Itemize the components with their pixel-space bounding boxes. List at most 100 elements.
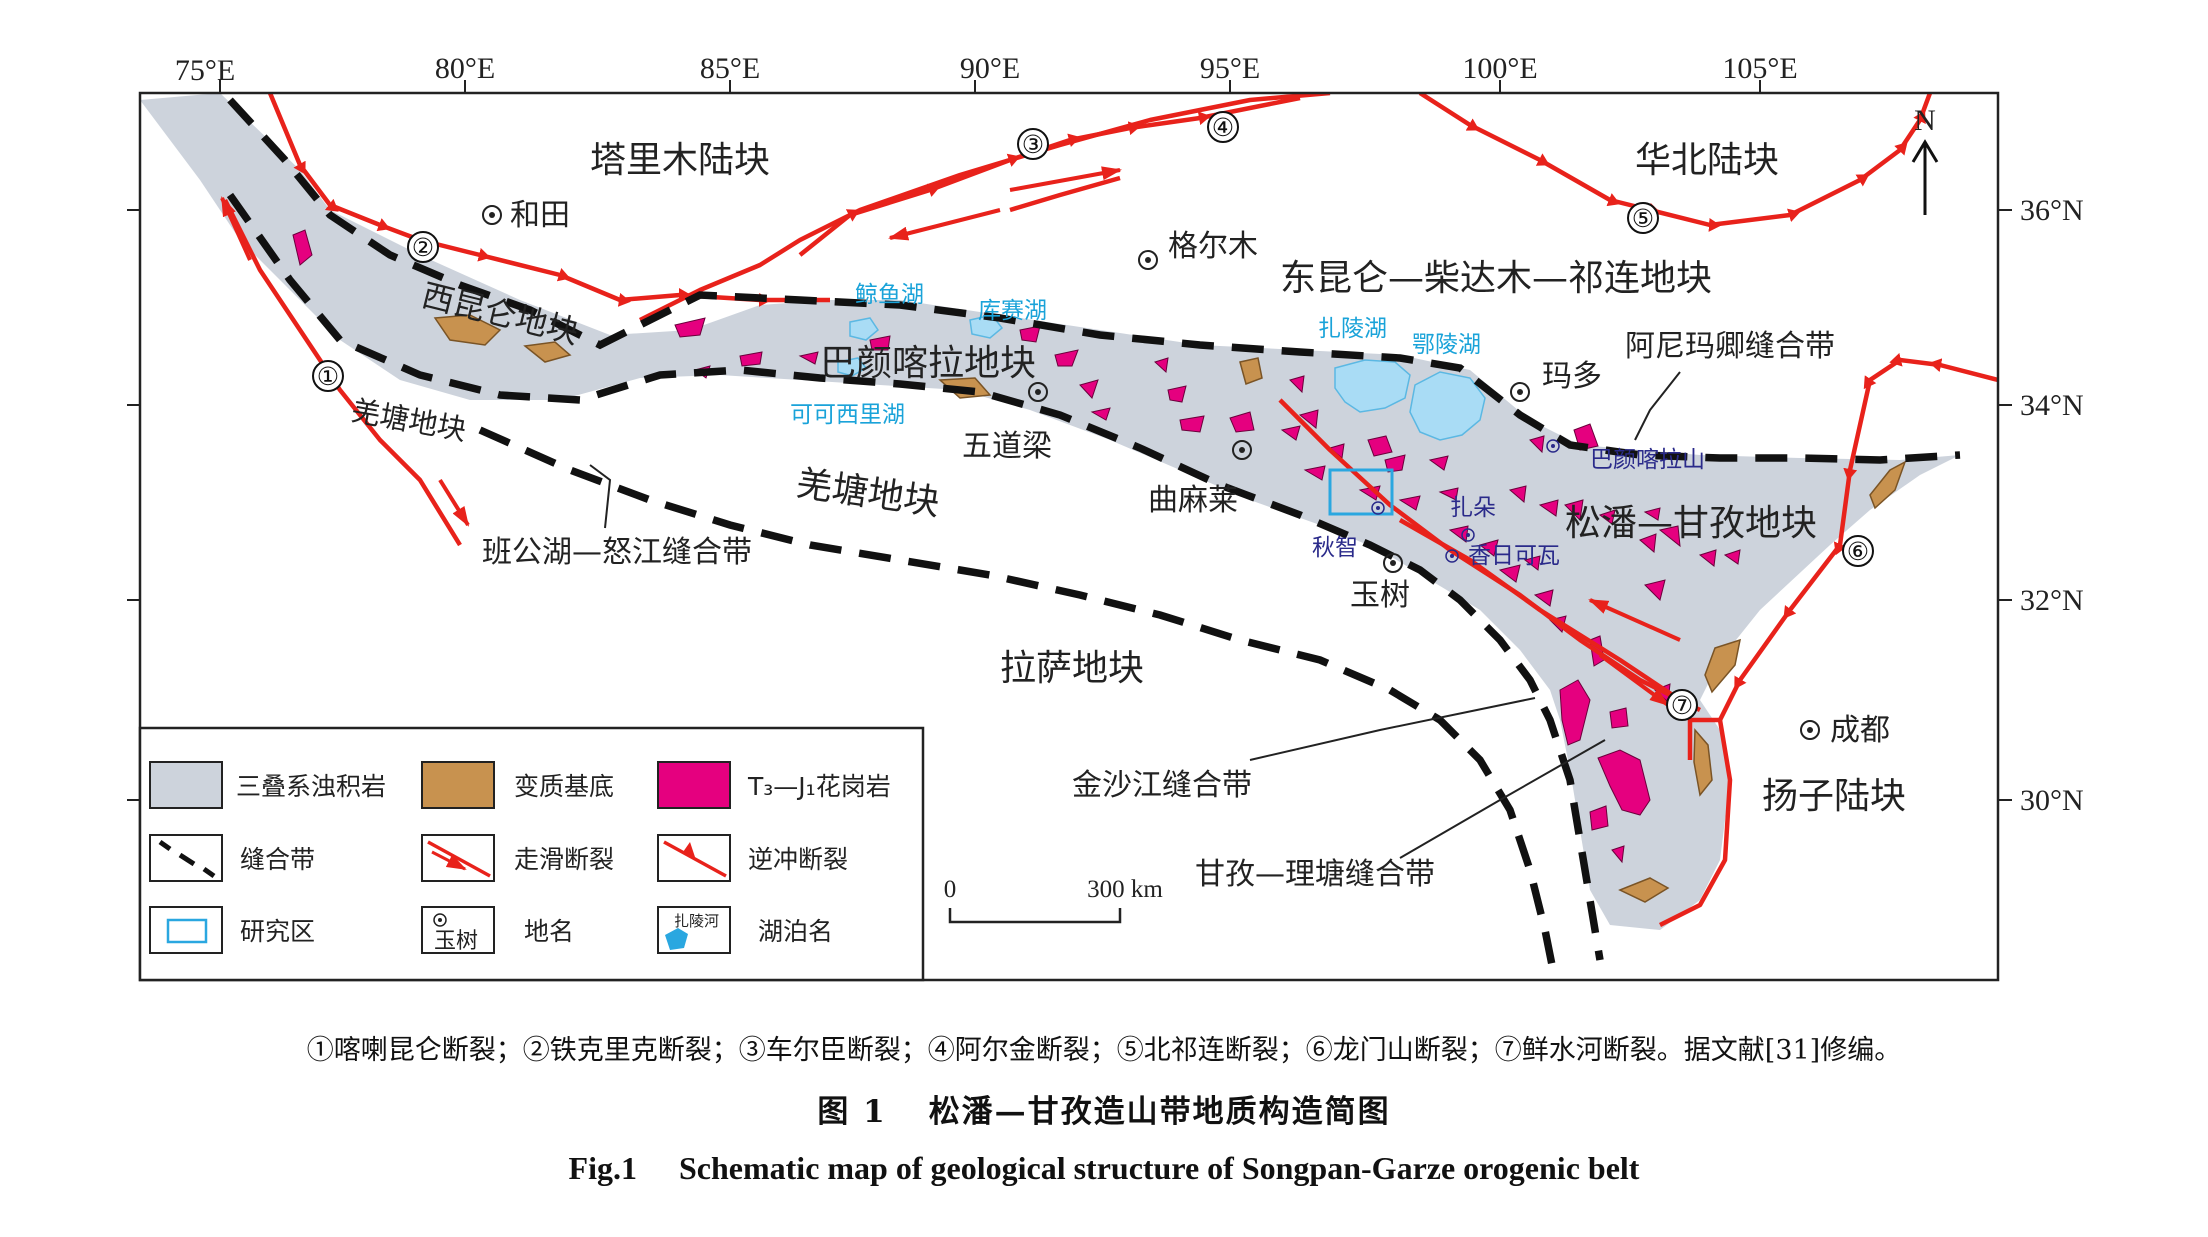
svg-text:⑤: ⑤ <box>1632 206 1654 233</box>
zhaduo-label: 扎朵 <box>1450 495 1496 521</box>
place-markers: 和田 格尔木 五道梁 曲麻莱 玛多 玉树 成都 <box>482 198 1890 748</box>
place-label: 成都 <box>1830 713 1890 748</box>
granite-patch <box>1298 409 1319 429</box>
bayankala-shan-label: 巴颜喀拉山 <box>1590 447 1705 473</box>
legend-label-suture: 缝合带 <box>240 845 315 874</box>
bangong-suture-label: 班公湖—怒江缝合带 <box>482 535 752 570</box>
granite-patch <box>1533 589 1554 607</box>
granite-patch <box>1698 549 1717 567</box>
study-site-markers <box>1371 439 1560 563</box>
legend-box <box>138 726 925 982</box>
suture-zones <box>226 97 1961 980</box>
qiangtang-block-label: 羌塘地块 <box>794 463 942 524</box>
place-hotan: 和田 <box>482 198 570 233</box>
granite-patch <box>1538 499 1559 517</box>
place-label: 曲麻莱 <box>1148 483 1238 518</box>
granite-patch <box>1367 435 1393 457</box>
qiangtang-west-label: 羌塘地块 <box>349 393 469 447</box>
cherchen-strike-slip <box>1009 175 1121 213</box>
fault-number-6: ⑥ <box>1842 535 1874 567</box>
latitude-label: 34°N <box>2020 389 2084 422</box>
arrow-karakorum-south <box>438 478 470 527</box>
place-label: 玉树 <box>1350 578 1410 613</box>
map-frame <box>138 91 2000 982</box>
granite-patch <box>1384 454 1406 473</box>
fault-number-5: ⑤ <box>1627 202 1659 234</box>
legend-label-study-area: 研究区 <box>240 917 315 946</box>
map-ticks <box>127 80 2012 801</box>
latitude-label: 36°N <box>2020 194 2084 227</box>
kekexili-lake-label: 可可西里湖 <box>790 402 905 428</box>
jinsha-suture <box>226 192 1604 961</box>
figure-title-en: Schematic map of geological structure of… <box>678 1150 1640 1186</box>
north-qilian-fault-line <box>1418 93 1933 232</box>
granite-patch <box>1498 564 1521 583</box>
longitude-label: 80°E <box>435 52 495 85</box>
lhasa-block-label: 拉萨地块 <box>1000 648 1144 689</box>
qiuzhi-label: 秋智 <box>1312 535 1358 561</box>
xianshuihe-parallel-line <box>1398 518 1682 702</box>
place-golmud: 格尔木 <box>1138 229 1258 270</box>
longitude-label: 100°E <box>1462 52 1537 85</box>
eling-lake-shape <box>1409 371 1486 441</box>
jinsha-suture-label: 金沙江缝合带 <box>1072 768 1252 803</box>
granite-patch <box>869 335 891 351</box>
longitude-label: 105°E <box>1722 52 1797 85</box>
figure-title-cn: 松潘—甘孜造山带地质构造简图 <box>928 1094 1391 1130</box>
legend-label-lake: 湖泊名 <box>758 917 833 946</box>
place-label: 和田 <box>510 198 570 233</box>
north-label: N <box>1914 104 1936 137</box>
legend-swatch-triassic <box>149 761 223 809</box>
granite-patch <box>1559 679 1591 746</box>
granite-patch <box>1609 707 1629 729</box>
kusai-lake-label: 库赛湖 <box>978 298 1047 324</box>
granite-patch <box>1644 579 1666 601</box>
place-wudaoliang: 五道梁 <box>962 382 1052 464</box>
legend-label-granite: T₃—J₁花岗岩 <box>747 772 891 801</box>
yangtze-block-label: 扬子陆块 <box>1762 776 1906 817</box>
kekexili-lake-shape <box>837 357 868 377</box>
granite-patch <box>1167 385 1187 403</box>
granite-patches <box>292 229 1741 864</box>
granite-patch <box>1564 499 1584 522</box>
longmenshan-fault-line <box>1717 352 1998 722</box>
north-arrow: N <box>1911 104 1939 215</box>
arrow-altyn-west <box>888 208 1001 241</box>
granite-patch <box>1529 435 1545 454</box>
scale-label: 300 km <box>1087 876 1163 903</box>
granite-patch <box>1589 805 1609 831</box>
place-qumalai: 曲麻莱 <box>1148 440 1252 518</box>
ganzi-suture-label: 甘孜—理塘缝合带 <box>1195 857 1435 892</box>
granite-patch <box>739 351 763 367</box>
granite-patch <box>1289 375 1305 394</box>
sichuan-east-fault-line <box>1687 717 1720 760</box>
granite-patch <box>1658 525 1681 548</box>
granite-patch <box>1090 407 1111 421</box>
basement-patch <box>523 341 572 363</box>
tarim-block-label: 塔里木陆块 <box>590 140 770 181</box>
legend-label-thrust: 逆冲断裂 <box>748 845 848 874</box>
granite-patch <box>798 351 819 365</box>
zhaling-lake-shape <box>1334 359 1411 413</box>
svg-text:③: ③ <box>1022 132 1044 159</box>
granite-patch <box>1154 357 1169 374</box>
fault-number-3: ③ <box>1017 128 1049 160</box>
latitude-label: 32°N <box>2020 584 2084 617</box>
jingyu-lake-shape <box>849 317 879 341</box>
yangtze-western-margin-line <box>1658 719 1733 928</box>
place-chengdu: 成都 <box>1800 713 1890 748</box>
arrow-altyn-east <box>1009 166 1122 192</box>
longitude-label: 90°E <box>960 52 1020 85</box>
svg-text:②: ② <box>412 235 434 262</box>
granite-patch <box>1508 485 1527 503</box>
basement-patch <box>1693 728 1713 797</box>
legend-label-strike-slip: 走滑断裂 <box>514 845 614 874</box>
bangong-nujiang-suture <box>478 426 1559 980</box>
figure-label-cn: 图 1 <box>817 1094 887 1130</box>
longitude-label: 85°E <box>700 52 760 85</box>
fault-number-2: ② <box>407 231 439 263</box>
granite-patch <box>1639 533 1657 553</box>
legend-swatch-granite <box>657 761 731 809</box>
karakorum-fault-line <box>222 198 462 547</box>
